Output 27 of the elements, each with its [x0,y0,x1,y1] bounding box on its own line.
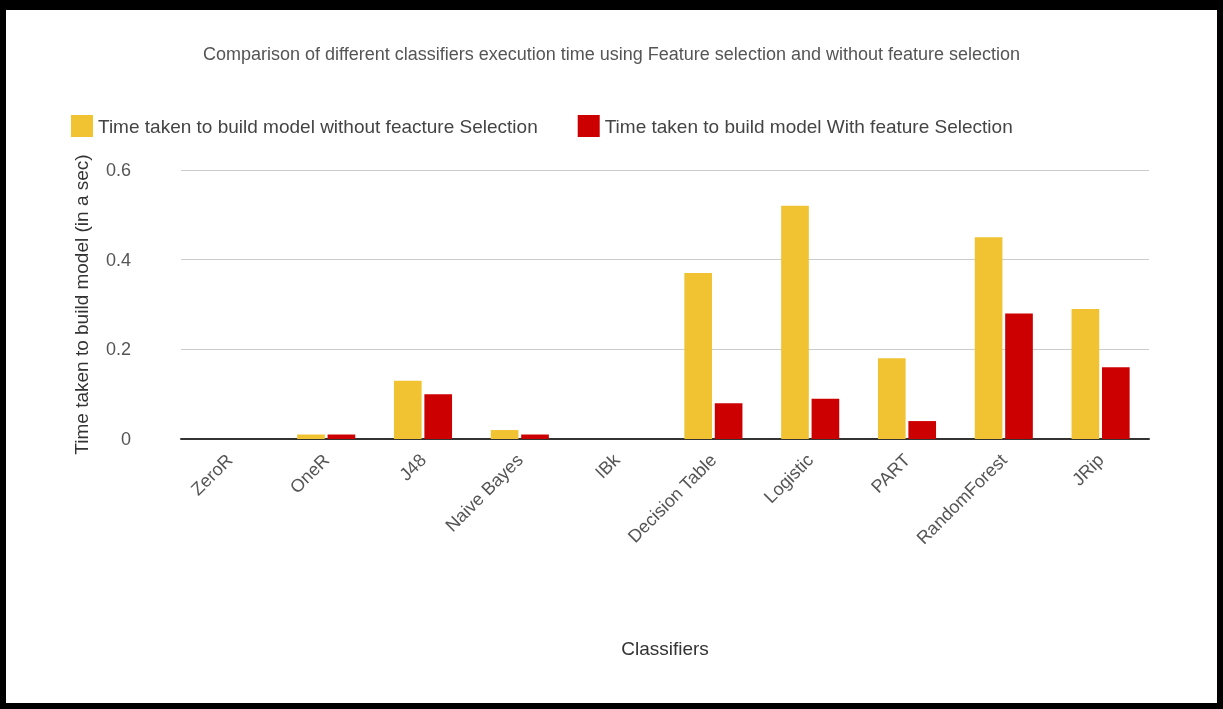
bar [877,358,906,439]
bar [1101,367,1130,439]
bar [424,394,453,439]
bar [521,434,549,439]
y-axis-title: Time taken to build model (in a sec) [71,154,92,455]
bar [1071,308,1100,439]
bar [811,398,840,439]
bar [781,205,809,439]
bar [1005,313,1033,439]
y-tick-label: 0 [120,429,131,449]
bar [297,434,325,439]
x-tick-label: JRip [1068,449,1108,490]
y-tick-label: 0.4 [105,249,131,270]
legend-label: Time taken to build model With feature Selection [604,115,1013,137]
bar [908,421,937,439]
chart-title: Comparison of different classifiers execution time using Feature selection and without feature selection [202,44,1021,64]
bar [684,273,713,439]
legend-label: Time taken to build model without feacture Selection [98,115,538,137]
x-tick-label: J48 [395,449,431,485]
bar [393,380,422,439]
bar [714,403,743,439]
x-axis-title: Classifiers [621,638,709,659]
bar [490,430,519,439]
bar [974,237,1003,439]
y-tick-label: 0.2 [105,339,131,360]
x-tick-label: IBk [591,449,625,483]
y-tick-label: 0.6 [105,160,131,180]
